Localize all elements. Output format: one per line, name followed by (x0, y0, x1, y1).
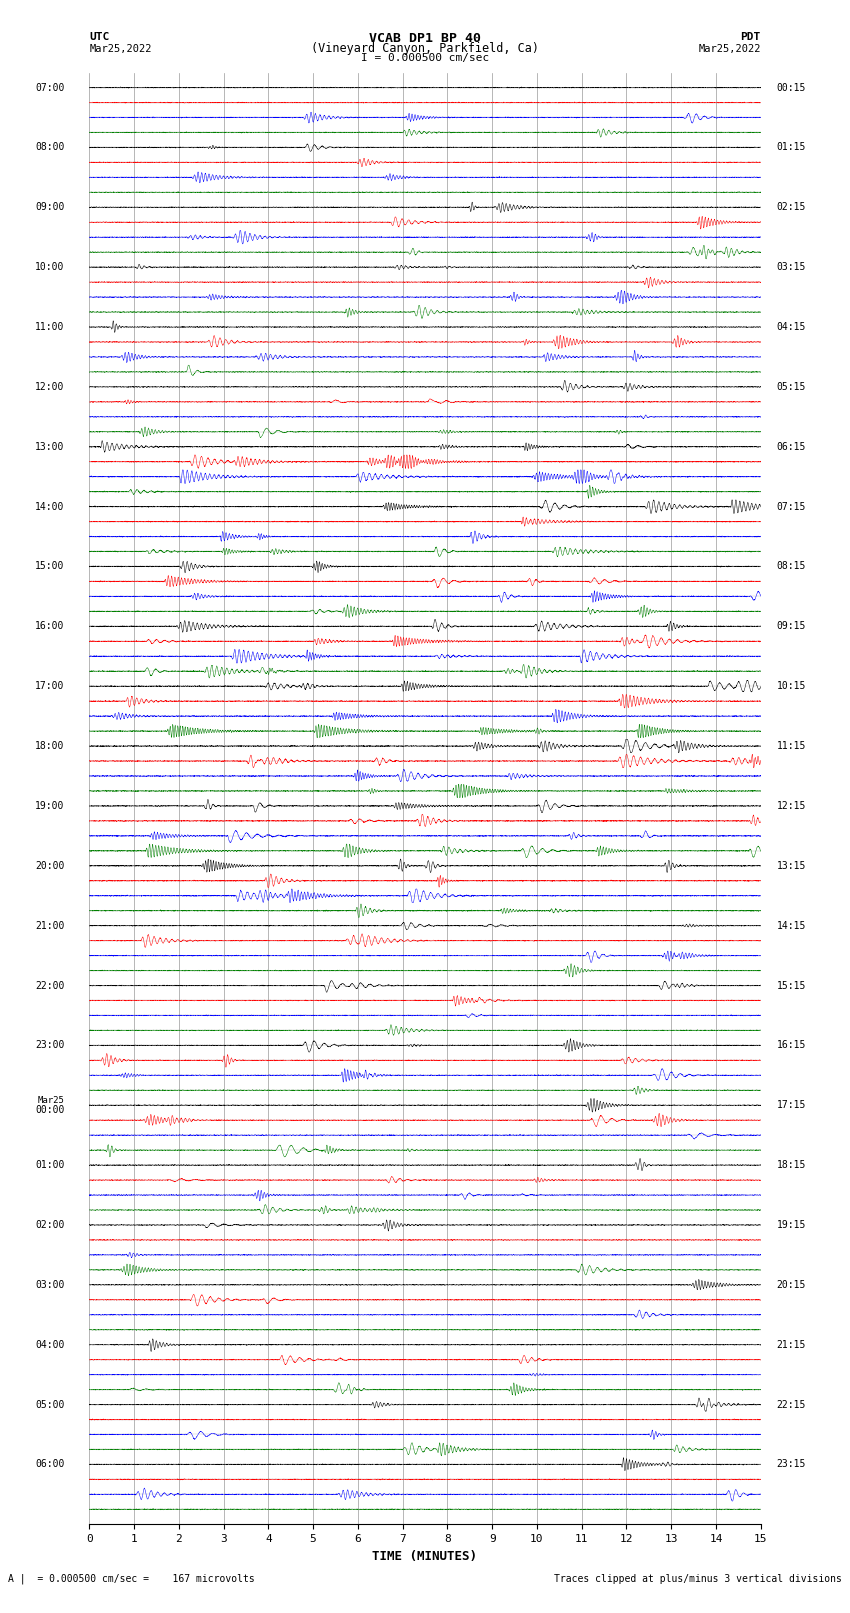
Text: 11:15: 11:15 (776, 740, 806, 752)
Text: 07:00: 07:00 (35, 82, 65, 92)
Text: 16:15: 16:15 (776, 1040, 806, 1050)
Text: 14:00: 14:00 (35, 502, 65, 511)
Text: 14:15: 14:15 (776, 921, 806, 931)
Text: 12:00: 12:00 (35, 382, 65, 392)
Text: 01:00: 01:00 (35, 1160, 65, 1169)
Text: 18:00: 18:00 (35, 740, 65, 752)
Text: 21:15: 21:15 (776, 1340, 806, 1350)
Text: 19:00: 19:00 (35, 802, 65, 811)
Text: 02:15: 02:15 (776, 202, 806, 213)
Text: 16:00: 16:00 (35, 621, 65, 631)
Text: 10:15: 10:15 (776, 681, 806, 692)
Text: Mar25,2022: Mar25,2022 (89, 44, 152, 53)
Text: 23:00: 23:00 (35, 1040, 65, 1050)
Text: (Vineyard Canyon, Parkfield, Ca): (Vineyard Canyon, Parkfield, Ca) (311, 42, 539, 55)
Text: 03:00: 03:00 (35, 1279, 65, 1290)
Text: 01:15: 01:15 (776, 142, 806, 152)
Text: 17:00: 17:00 (35, 681, 65, 692)
Text: 08:15: 08:15 (776, 561, 806, 571)
Text: UTC: UTC (89, 32, 110, 42)
Text: A |  = 0.000500 cm/sec =    167 microvolts: A | = 0.000500 cm/sec = 167 microvolts (8, 1573, 255, 1584)
Text: 10:00: 10:00 (35, 263, 65, 273)
Text: 15:15: 15:15 (776, 981, 806, 990)
Text: 13:15: 13:15 (776, 861, 806, 871)
Text: 03:15: 03:15 (776, 263, 806, 273)
Text: 04:15: 04:15 (776, 323, 806, 332)
Text: 22:15: 22:15 (776, 1400, 806, 1410)
Text: Traces clipped at plus/minus 3 vertical divisions: Traces clipped at plus/minus 3 vertical … (553, 1574, 842, 1584)
Text: 06:15: 06:15 (776, 442, 806, 452)
Text: I = 0.000500 cm/sec: I = 0.000500 cm/sec (361, 53, 489, 63)
Text: 13:00: 13:00 (35, 442, 65, 452)
Text: 23:15: 23:15 (776, 1460, 806, 1469)
Text: 12:15: 12:15 (776, 802, 806, 811)
Text: 11:00: 11:00 (35, 323, 65, 332)
Text: 21:00: 21:00 (35, 921, 65, 931)
Text: Mar25: Mar25 (37, 1097, 65, 1105)
Text: VCAB DP1 BP 40: VCAB DP1 BP 40 (369, 32, 481, 45)
X-axis label: TIME (MINUTES): TIME (MINUTES) (372, 1550, 478, 1563)
Text: 02:00: 02:00 (35, 1219, 65, 1231)
Text: 15:00: 15:00 (35, 561, 65, 571)
Text: PDT: PDT (740, 32, 761, 42)
Text: 00:15: 00:15 (776, 82, 806, 92)
Text: 07:15: 07:15 (776, 502, 806, 511)
Text: 20:15: 20:15 (776, 1279, 806, 1290)
Text: 17:15: 17:15 (776, 1100, 806, 1110)
Text: 00:00: 00:00 (35, 1105, 65, 1115)
Text: 05:00: 05:00 (35, 1400, 65, 1410)
Text: 04:00: 04:00 (35, 1340, 65, 1350)
Text: 05:15: 05:15 (776, 382, 806, 392)
Text: 06:00: 06:00 (35, 1460, 65, 1469)
Text: 18:15: 18:15 (776, 1160, 806, 1169)
Text: 22:00: 22:00 (35, 981, 65, 990)
Text: 09:00: 09:00 (35, 202, 65, 213)
Text: 09:15: 09:15 (776, 621, 806, 631)
Text: 19:15: 19:15 (776, 1219, 806, 1231)
Text: Mar25,2022: Mar25,2022 (698, 44, 761, 53)
Text: 20:00: 20:00 (35, 861, 65, 871)
Text: 08:00: 08:00 (35, 142, 65, 152)
